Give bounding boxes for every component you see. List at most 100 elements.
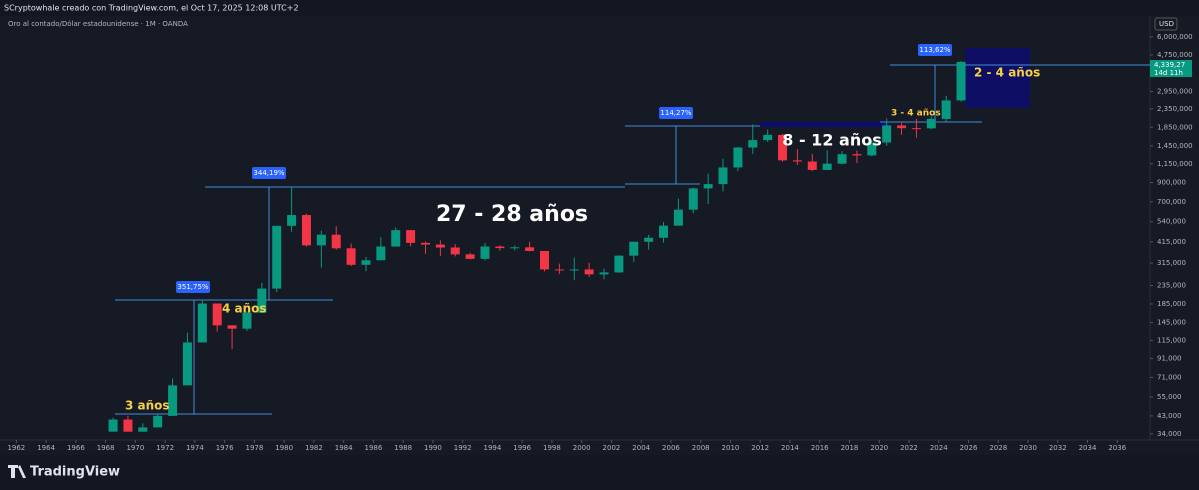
x-tick-label: 2008: [692, 444, 710, 452]
x-tick-label: 2026: [960, 444, 978, 452]
x-tick-label: 1988: [394, 444, 412, 452]
candle-body: [168, 385, 178, 416]
candle-body: [435, 244, 445, 248]
header-bar: [0, 0, 1199, 16]
percent-box: [659, 107, 693, 119]
percent-label: 113,62%: [919, 46, 950, 54]
x-tick-label: 2030: [1019, 444, 1037, 452]
x-tick-label: 1962: [7, 444, 25, 452]
x-tick-label: 1968: [97, 444, 115, 452]
logo-text: TradingView: [30, 465, 120, 480]
range-box: [965, 48, 1030, 108]
y-tick-label: 235,000: [1157, 282, 1186, 290]
x-tick-label: 1992: [454, 444, 472, 452]
percent-box: [176, 281, 210, 293]
candle-body: [123, 419, 133, 432]
candle-body: [554, 269, 564, 271]
candle-body: [614, 255, 624, 273]
y-tick-label: 415,000: [1157, 238, 1186, 246]
y-tick-label: 43,000: [1157, 412, 1182, 420]
logo-icon: [8, 465, 26, 478]
candle-body: [867, 142, 877, 156]
y-tick-label: 540,000: [1157, 218, 1186, 226]
y-tick-label: 34,000: [1157, 430, 1182, 438]
percent-label: 344,19%: [253, 169, 284, 177]
candle-body: [941, 100, 951, 119]
candle-body: [718, 167, 728, 185]
x-tick-label: 1978: [245, 444, 263, 452]
candle-body: [733, 147, 743, 168]
y-tick-label: 185,000: [1157, 300, 1186, 308]
y-tick-label: 315,000: [1157, 259, 1186, 267]
y-tick-label: 71,000: [1157, 373, 1182, 381]
candle-body: [807, 161, 817, 170]
x-tick-label: 2034: [1079, 444, 1097, 452]
annotation: 4 años: [222, 302, 267, 316]
x-tick-label: 2022: [900, 444, 918, 452]
candle-body: [450, 247, 460, 255]
percent-label: 114,27%: [660, 109, 691, 117]
candle-body: [584, 269, 594, 275]
candle-body: [510, 247, 520, 249]
candle-body: [138, 427, 148, 432]
candle-body: [257, 288, 267, 313]
x-tick-label: 1984: [335, 444, 353, 452]
x-tick-label: 2016: [811, 444, 829, 452]
x-tick-label: 2018: [841, 444, 859, 452]
candle-body: [212, 303, 222, 326]
x-tick-label: 1974: [186, 444, 204, 452]
candle-body: [316, 234, 326, 246]
candle-body: [629, 241, 639, 256]
y-tick-label: 4,750,000: [1157, 51, 1193, 59]
candle-body: [108, 419, 118, 432]
x-tick-label: 2028: [989, 444, 1007, 452]
price-label: 4,339,27: [1154, 61, 1185, 69]
candle-body: [540, 250, 550, 270]
x-tick-label: 1986: [365, 444, 383, 452]
candle-body: [346, 248, 356, 265]
candle-body: [495, 246, 505, 249]
candle-body: [748, 140, 758, 148]
x-tick-label: 1970: [126, 444, 144, 452]
y-tick-label: 2,950,000: [1157, 87, 1193, 95]
candle-body: [153, 415, 163, 428]
candle-body: [688, 188, 698, 210]
y-tick-label: 6,000,000: [1157, 33, 1193, 41]
percent-label: 351,75%: [177, 283, 208, 291]
range-strip: [760, 122, 890, 127]
candle-body: [644, 237, 654, 242]
candle-body: [852, 154, 862, 156]
candle-body: [763, 134, 773, 141]
y-tick-label: 1,450,000: [1157, 142, 1193, 150]
annotation: 2 - 4 años: [974, 66, 1040, 80]
x-tick-label: 2036: [1108, 444, 1126, 452]
candle-body: [301, 215, 311, 246]
x-tick-label: 1982: [305, 444, 323, 452]
y-tick-label: 145,000: [1157, 319, 1186, 327]
y-tick-label: 115,000: [1157, 336, 1186, 344]
footer-bar: [0, 455, 1199, 490]
candle-body: [525, 247, 535, 251]
candle-body: [926, 118, 936, 129]
x-tick-label: 2000: [573, 444, 591, 452]
y-tick-label: 2,350,000: [1157, 105, 1193, 113]
percent-box: [252, 167, 286, 179]
candle-body: [406, 230, 416, 243]
annotation: 3 años: [125, 399, 170, 413]
candle-body: [287, 215, 297, 226]
candle-body: [197, 303, 207, 343]
candle-body: [837, 154, 847, 164]
author-line: SCryptowhale creado con TradingView.com,…: [4, 4, 299, 13]
y-tick-label: 91,000: [1157, 354, 1182, 362]
x-tick-label: 2006: [662, 444, 680, 452]
candle-body: [182, 342, 192, 386]
price-label-box: [1150, 60, 1192, 77]
candle-body: [822, 163, 832, 170]
x-tick-label: 2024: [930, 444, 948, 452]
y-tick-label: 55,000: [1157, 393, 1182, 401]
currency-box[interactable]: [1154, 17, 1178, 31]
symbol-line: Oro al contado/Dólar estadounidense · 1M…: [8, 20, 188, 28]
candle-body: [792, 160, 802, 162]
candle-body: [272, 225, 282, 289]
